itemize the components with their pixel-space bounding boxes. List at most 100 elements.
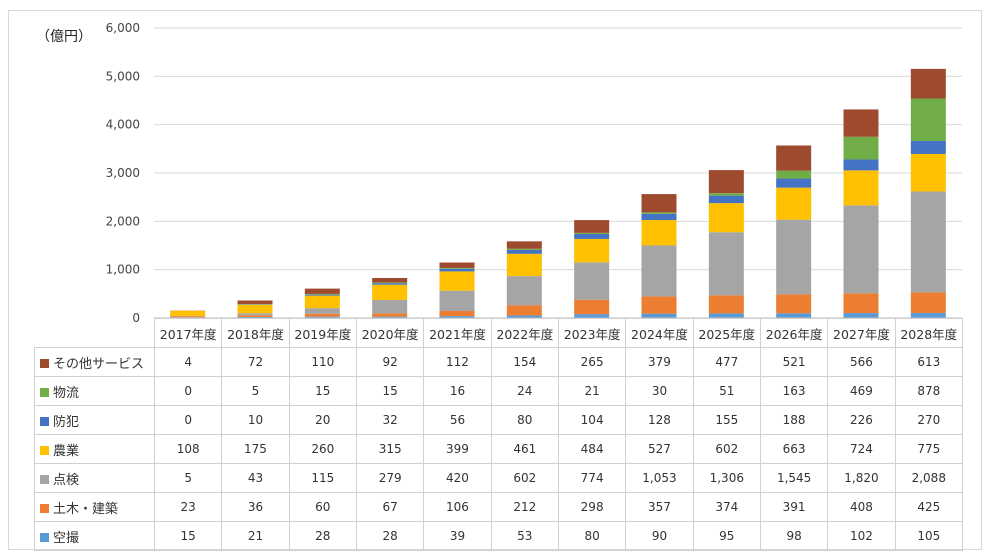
table-row: 土木・建築 23 36 60 67 106 212 298 357 374 391 408 425 [34, 492, 963, 522]
legend-swatch [40, 532, 49, 542]
data-label: 39 [423, 521, 492, 551]
bar-segment [843, 170, 879, 206]
bar-segment [304, 316, 340, 318]
bar-segment [776, 219, 812, 295]
bar-segment [776, 187, 812, 220]
data-label: 420 [423, 463, 492, 493]
bar-segment [372, 282, 408, 284]
data-label: 60 [288, 492, 357, 522]
data-label: 30 [625, 376, 694, 406]
bar-segment [237, 304, 273, 314]
data-label: 379 [625, 347, 694, 377]
data-label: 90 [625, 521, 694, 551]
data-label: 106 [423, 492, 492, 522]
data-label: 0 [153, 405, 223, 435]
data-label: 15 [153, 521, 223, 551]
data-label: 484 [557, 434, 627, 464]
bar-segment [574, 299, 610, 315]
bar-segment [776, 313, 812, 318]
data-label: 527 [625, 434, 694, 464]
table-corner [34, 318, 155, 348]
bar-segment [237, 316, 273, 318]
legend-label: 空撮 [53, 530, 80, 546]
data-label: 20 [288, 405, 357, 435]
data-label: 21 [557, 376, 627, 406]
data-label: 154 [490, 347, 559, 377]
bar-segment [237, 313, 273, 316]
data-label: 32 [355, 405, 425, 435]
data-label: 357 [625, 492, 694, 522]
y-tick-label: 2,000 [106, 214, 140, 228]
data-label: 1,545 [759, 463, 829, 493]
bar-segment [506, 248, 542, 250]
bar-segment [304, 293, 340, 295]
data-label: 80 [490, 405, 559, 435]
data-label: 92 [355, 347, 425, 377]
bar-segment [439, 268, 475, 272]
y-axis-unit-label: （億円） [36, 29, 92, 45]
data-label: 775 [894, 434, 963, 464]
data-label: 374 [692, 492, 761, 522]
bar-segment [641, 313, 677, 318]
data-label: 5 [221, 376, 290, 406]
bar-segment [641, 245, 677, 297]
bar-segment [574, 220, 610, 233]
x-tick-label: 2023年度 [557, 318, 627, 348]
bar-segment [304, 313, 340, 317]
table-header-row: 2017年度 2018年度 2019年度 2020年度 2021年度 2022年度 2023… [34, 318, 963, 348]
bar-segment [372, 283, 408, 285]
data-label: 15 [355, 376, 425, 406]
x-tick-label: 2025年度 [692, 318, 761, 348]
bar-segment [641, 212, 677, 214]
x-tick-label: 2020年度 [355, 318, 425, 348]
bar-segment [574, 238, 610, 263]
bar-segment [372, 277, 408, 283]
data-label: 425 [894, 492, 963, 522]
data-label: 95 [692, 521, 761, 551]
bar-segment [237, 300, 273, 304]
y-tick-label: 0 [132, 311, 140, 325]
data-label: 80 [557, 521, 627, 551]
data-label: 53 [490, 521, 559, 551]
x-tick-label: 2021年度 [423, 318, 492, 348]
data-label: 155 [692, 405, 761, 435]
data-label: 613 [894, 347, 963, 377]
data-label: 105 [894, 521, 963, 551]
table-row: その他サービス 4 72 110 92 112 154 265 379 477 521 566 613 [34, 347, 963, 377]
bar-segment [439, 310, 475, 317]
data-label: 1,306 [692, 463, 761, 493]
data-label: 51 [692, 376, 761, 406]
bar-segment [910, 292, 946, 313]
legend-swatch [40, 474, 49, 484]
bar-segment [910, 140, 946, 155]
bar-segment [910, 191, 946, 293]
data-label: 265 [557, 347, 627, 377]
bar-segment [910, 312, 946, 318]
legend-swatch [40, 358, 49, 368]
x-tick-label: 2026年度 [759, 318, 829, 348]
bar-segment [641, 220, 677, 246]
bar-segment [776, 170, 812, 179]
data-label: 315 [355, 434, 425, 464]
y-tick-label: 1,000 [106, 263, 140, 277]
bar-segment [910, 154, 946, 192]
bar-segment [506, 249, 542, 254]
data-label: 663 [759, 434, 829, 464]
legend-swatch [40, 387, 49, 397]
data-label: 1,053 [625, 463, 694, 493]
data-label: 128 [625, 405, 694, 435]
data-label: 110 [288, 347, 357, 377]
bar-segment [372, 313, 408, 317]
data-label: 10 [221, 405, 290, 435]
legend-entry: 点検 [34, 463, 155, 493]
bar-segment [641, 296, 677, 314]
bar-segment [304, 294, 340, 296]
data-label: 98 [759, 521, 829, 551]
x-tick-label: 2028年度 [894, 318, 963, 348]
bar-segment [776, 294, 812, 314]
data-label: 175 [221, 434, 290, 464]
table-row: 農業 108 175 260 315 399 461 484 527 602 663 724 775 [34, 434, 963, 464]
legend-label: 点検 [53, 472, 80, 488]
bar-segment [708, 295, 744, 314]
data-label: 104 [557, 405, 627, 435]
